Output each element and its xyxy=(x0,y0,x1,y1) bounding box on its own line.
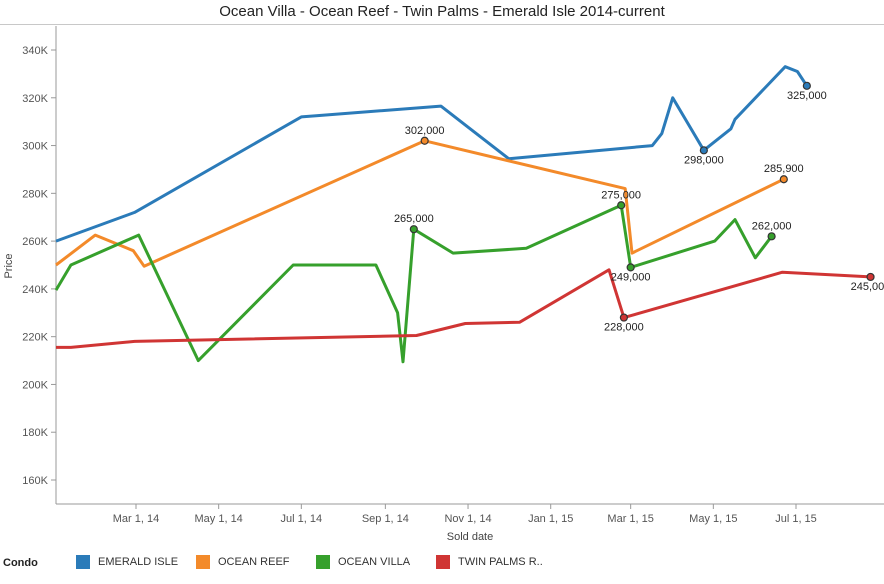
x-tick-label: Nov 1, 14 xyxy=(444,513,491,525)
legend-label: EMERALD ISLE xyxy=(98,556,179,568)
data-label: 228,000 xyxy=(604,322,644,334)
legend-item-twin-palms-r[interactable]: TWIN PALMS R.. xyxy=(436,552,543,572)
data-label: 302,000 xyxy=(405,125,445,137)
data-label: 285,900 xyxy=(764,163,804,175)
data-label: 249,000 xyxy=(611,271,651,283)
y-axis-ticks: 160K 180K 200K 220K 240K 260K 280K 300K 320K 340K xyxy=(22,45,56,487)
series-line-emerald-isle xyxy=(55,65,809,243)
data-point-marker xyxy=(626,263,635,272)
y-tick-label: 180K xyxy=(22,427,48,439)
data-point-marker xyxy=(420,136,429,145)
data-point-marker xyxy=(409,225,418,234)
y-tick-label: 220K xyxy=(22,332,48,344)
y-tick-label: 160K xyxy=(22,475,48,487)
data-label: 262,000 xyxy=(752,220,792,232)
data-point-marker xyxy=(767,232,776,241)
title-divider xyxy=(0,24,884,25)
legend: Condo EMERALD ISLE OCEAN REEF OCEAN VILLA T… xyxy=(0,552,884,576)
legend-label: OCEAN VILLA xyxy=(338,556,411,568)
x-tick-label: Mar 1, 15 xyxy=(607,513,653,525)
series-line-twin-palms-r xyxy=(56,268,871,349)
axes xyxy=(55,26,884,505)
data-label: 298,000 xyxy=(684,154,724,166)
legend-item-emerald-isle[interactable]: EMERALD ISLE xyxy=(76,552,178,572)
data-point-marker xyxy=(802,81,811,90)
x-tick-label: Jul 1, 15 xyxy=(775,513,817,525)
legend-item-ocean-reef[interactable]: OCEAN REEF xyxy=(196,552,290,572)
legend-swatch xyxy=(316,555,330,569)
x-tick-label: Mar 1, 14 xyxy=(113,513,159,525)
x-axis-title: Sold date xyxy=(447,531,493,543)
data-label: 245,000 xyxy=(851,281,884,293)
data-point-marker xyxy=(866,272,875,282)
y-tick-label: 320K xyxy=(22,93,48,105)
data-labels: 298,000 325,000 302,000 285,900 265,000 275,0… xyxy=(394,81,884,334)
y-axis-title: Price xyxy=(3,253,15,278)
series-lines xyxy=(54,65,871,364)
x-tick-label: Jan 1, 15 xyxy=(528,513,573,525)
legend-swatch xyxy=(76,555,90,569)
y-tick-label: 300K xyxy=(22,141,48,153)
legend-swatch xyxy=(436,555,450,569)
data-point-marker xyxy=(699,146,708,155)
x-tick-label: May 1, 15 xyxy=(689,513,737,525)
legend-title: Condo xyxy=(3,557,38,569)
y-tick-label: 260K xyxy=(22,236,48,248)
legend-item-ocean-villa[interactable]: OCEAN VILLA xyxy=(316,552,410,572)
y-tick-label: 280K xyxy=(22,188,48,200)
x-axis-ticks: Mar 1, 14 May 1, 14 Jul 1, 14 Sep 1, 14 Nov … xyxy=(113,504,817,525)
line-chart: 160K 180K 200K 220K 240K 260K 280K 300K 320K 340K… xyxy=(3,26,884,543)
data-point-marker xyxy=(779,175,788,184)
y-tick-label: 340K xyxy=(22,45,48,57)
data-label: 325,000 xyxy=(787,90,827,102)
data-label: 265,000 xyxy=(394,213,434,225)
legend-swatch xyxy=(196,555,210,569)
data-point-marker xyxy=(617,201,626,210)
x-tick-label: Jul 1, 14 xyxy=(281,513,323,525)
legend-label: OCEAN REEF xyxy=(218,556,290,568)
chart-title: Ocean Villa - Ocean Reef - Twin Palms - … xyxy=(219,3,665,20)
series-line-ocean-reef xyxy=(55,139,785,268)
data-label: 275,000 xyxy=(601,189,641,201)
x-tick-label: May 1, 14 xyxy=(195,513,243,525)
data-point-marker xyxy=(619,313,628,322)
y-tick-label: 200K xyxy=(22,379,48,391)
legend-label: TWIN PALMS R.. xyxy=(458,556,543,568)
x-tick-label: Sep 1, 14 xyxy=(362,513,409,525)
y-tick-label: 240K xyxy=(22,284,48,296)
